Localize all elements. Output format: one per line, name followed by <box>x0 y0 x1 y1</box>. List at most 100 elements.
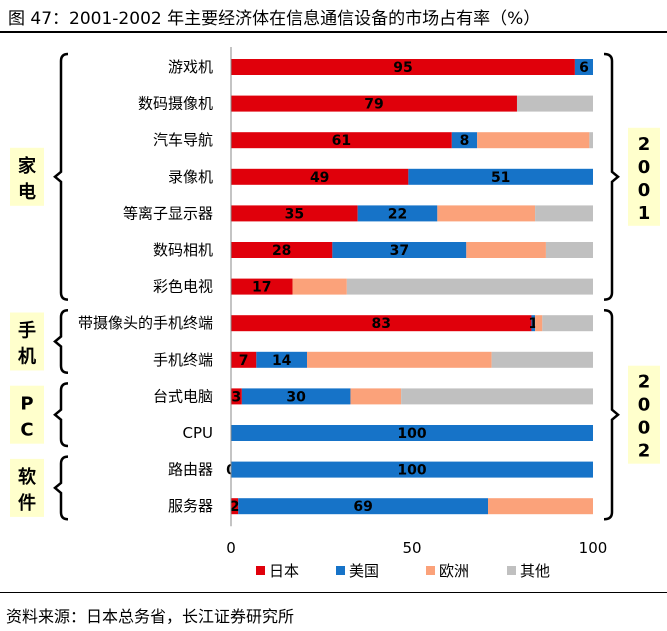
bar-segment <box>231 59 575 75</box>
bar-segment <box>574 59 593 75</box>
bar-segment <box>231 461 593 478</box>
source-divider <box>0 592 667 593</box>
data-label: 100 <box>397 426 426 442</box>
legend-label: 日本 <box>269 562 299 580</box>
data-label: 30 <box>286 389 306 405</box>
year-label-char: 2 <box>638 441 651 462</box>
bar-segment <box>535 315 543 332</box>
bar-segment <box>466 242 546 258</box>
group-bracket <box>53 308 69 375</box>
bar-segment <box>542 315 593 332</box>
year-label-char: 0 <box>638 395 651 416</box>
bar-segment <box>491 351 593 368</box>
data-label: 35 <box>285 206 304 222</box>
bar-segment <box>231 205 358 222</box>
group-label-char: 电 <box>18 181 36 203</box>
category-label: 带摄像头的手机终端 <box>78 314 213 332</box>
x-tick-label: 100 <box>579 539 608 557</box>
data-label: 14 <box>272 353 292 369</box>
legend-swatch <box>507 566 516 575</box>
category-label: 手机终端 <box>153 351 213 369</box>
bar-segment <box>401 388 593 405</box>
year-label-char: 0 <box>638 157 651 178</box>
year-label-char: 0 <box>638 418 651 439</box>
bar-segment <box>231 388 242 405</box>
data-label: 3 <box>232 389 242 405</box>
data-label: 49 <box>310 170 329 186</box>
bar-segment <box>231 242 333 258</box>
group-label-box <box>10 385 44 444</box>
bar-segment <box>292 278 347 295</box>
category-label: CPU <box>183 424 214 442</box>
group-label-char: 件 <box>18 492 36 514</box>
data-label: 79 <box>364 97 383 113</box>
category-label: 等离子显示器 <box>123 204 213 222</box>
category-label: 录像机 <box>168 168 213 186</box>
bar-segment <box>231 168 409 185</box>
data-label: 100 <box>397 463 426 479</box>
data-label: 37 <box>390 243 409 259</box>
group-label-char: P <box>20 394 33 415</box>
bar-segment <box>332 242 467 258</box>
bar-segment <box>535 205 593 222</box>
legend-swatch <box>256 566 265 575</box>
bar-segment <box>346 278 593 295</box>
group-label-box <box>10 458 44 517</box>
bar-segment <box>437 205 536 222</box>
data-label: 1 <box>528 316 538 332</box>
data-label: 28 <box>272 243 291 259</box>
bar-segment <box>408 168 593 185</box>
bar-segment <box>231 351 257 368</box>
year-label-char: 2 <box>638 372 651 393</box>
bar-segment <box>231 95 517 112</box>
data-label: 83 <box>371 316 390 332</box>
legend-label: 美国 <box>349 562 379 580</box>
group-label-char: 手 <box>18 320 36 342</box>
category-label: 路由器 <box>168 461 213 479</box>
data-label: 6 <box>579 60 589 76</box>
year-bracket <box>603 308 620 521</box>
group-label-char: 家 <box>18 155 37 177</box>
category-label: 游戏机 <box>168 58 213 76</box>
title-divider <box>0 31 667 33</box>
year-label-box <box>628 365 660 464</box>
group-bracket <box>53 455 69 521</box>
category-label: 彩色电视 <box>153 278 213 296</box>
data-label: 69 <box>353 499 372 515</box>
chart-title: 图 47：2001-2002 年主要经济体在信息通信设备的市场占有率（%） <box>8 9 541 29</box>
x-tick-label: 0 <box>226 539 236 557</box>
category-label: 服务器 <box>168 497 213 515</box>
data-label: 51 <box>491 170 510 186</box>
legend-label: 欧洲 <box>439 562 469 580</box>
data-label: 95 <box>393 60 412 76</box>
year-label-char: 1 <box>638 203 651 224</box>
group-label-box <box>10 147 44 206</box>
group-bracket <box>53 52 69 301</box>
bar-segment <box>231 425 593 441</box>
bar-segment <box>545 242 593 258</box>
bar-segment <box>589 132 593 149</box>
year-label-box <box>628 127 660 226</box>
data-label: 61 <box>332 133 351 149</box>
bar-segment <box>516 95 593 112</box>
group-label-char: 机 <box>18 347 36 368</box>
bar-segment <box>238 498 489 515</box>
group-label-box <box>10 312 44 371</box>
data-label: 7 <box>239 353 249 369</box>
source-note: 资料来源：日本总务省，长江证券研究所 <box>6 607 295 626</box>
year-bracket <box>603 52 620 301</box>
data-label: 2 <box>230 499 240 515</box>
data-label: 8 <box>460 133 470 149</box>
year-label-char: 0 <box>638 180 651 201</box>
legend-label: 其他 <box>520 562 550 580</box>
bar-segment <box>357 205 438 222</box>
bar-segment <box>350 388 402 405</box>
bar-segment <box>307 351 492 368</box>
category-label: 台式电脑 <box>153 387 213 405</box>
category-label: 数码摄像机 <box>138 95 213 113</box>
group-label-char: 软 <box>18 466 36 488</box>
bar-segment <box>231 315 532 332</box>
data-label: 17 <box>252 280 271 296</box>
x-tick-label: 50 <box>402 539 421 557</box>
